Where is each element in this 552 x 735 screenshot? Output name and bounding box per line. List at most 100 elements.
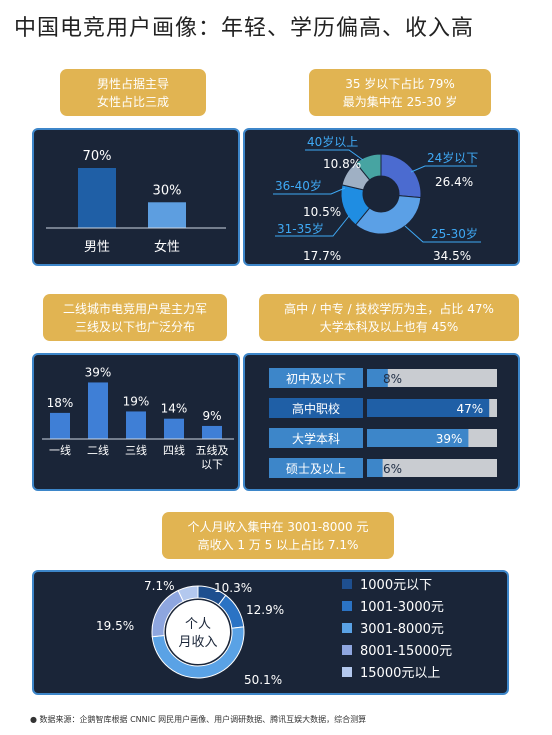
age-leader-line — [273, 187, 346, 195]
page-title: 中国电竞用户画像：年轻、学历偏高、收入高 — [14, 16, 475, 41]
city-value-label: 39% — [85, 365, 112, 379]
education-bar — [367, 429, 469, 447]
gender-category-label: 女性 — [154, 239, 180, 255]
income-legend-label: 15000元以上 — [360, 666, 440, 681]
income-legend-swatch — [342, 623, 352, 633]
city-value-label: 9% — [202, 409, 221, 423]
city-category-label: 三线 — [125, 443, 147, 457]
age-leader-line — [404, 225, 481, 243]
age-value-label: 26.4% — [435, 175, 473, 189]
education-chart: 初中及以下 8% 高中职校 47% 大学本科 39% 硕士及以上 6% — [269, 368, 497, 478]
age-category-label: 25-30岁 — [431, 226, 478, 241]
education-bar-track — [367, 459, 497, 477]
education-bar — [367, 399, 490, 417]
education-callout-line-2: 大学本科及以上也有 45% — [319, 319, 459, 334]
education-bar-track — [367, 369, 497, 387]
gender-bar — [148, 202, 186, 228]
income-legend-label: 1001-3000元 — [360, 600, 444, 615]
income-legend-swatch — [342, 601, 352, 611]
education-category-label: 硕士及以上 — [286, 462, 346, 476]
income-value-label: 19.5% — [96, 619, 134, 633]
age-slice — [354, 195, 422, 235]
city-bar — [88, 382, 108, 439]
age-panel: 24岁以下 26.4% 25-30岁 34.5% 31-35岁 17.7% 36-40岁 10… — [243, 128, 520, 266]
gender-callout-line-1: 男性占据主导 — [96, 76, 169, 91]
age-category-label: 31-35岁 — [277, 221, 324, 236]
age-category-label: 24岁以下 — [427, 150, 478, 165]
education-callout: 高中 / 中专 / 技校学历为主，占比 47% 大学本科及以上也有 45% — [259, 294, 519, 341]
city-panel: 18% 一线 39% 二线 19% 三线 14% 四线 9% 五线及 以下 — [32, 353, 240, 491]
income-center-label: 个人 — [185, 617, 211, 632]
income-legend-swatch — [342, 667, 352, 677]
age-value-label: 34.5% — [433, 249, 471, 263]
city-value-label: 19% — [123, 394, 150, 408]
income-slice — [177, 585, 199, 603]
education-category-box — [269, 458, 363, 478]
city-category-label-cont: 以下 — [201, 458, 223, 471]
city-value-label: 14% — [161, 402, 188, 416]
city-value-label: 18% — [47, 396, 74, 410]
education-value-label: 8% — [383, 372, 402, 386]
education-callout-line-1: 高中 / 中专 / 技校学历为主，占比 47% — [284, 301, 494, 316]
income-legend-label: 3001-8000元 — [360, 622, 444, 637]
gender-bar — [78, 168, 116, 228]
income-center-label: 月收入 — [178, 635, 217, 650]
education-category-box — [269, 368, 363, 388]
city-bar — [202, 425, 222, 439]
age-slice — [380, 153, 422, 199]
income-legend-label: 1000元以下 — [360, 578, 432, 593]
age-value-label: 10.8% — [323, 157, 361, 171]
age-value-label: 17.7% — [303, 249, 341, 263]
city-category-label: 四线 — [163, 443, 185, 457]
gender-category-label: 男性 — [84, 240, 110, 255]
income-value-label: 7.1% — [144, 579, 175, 593]
education-category-label: 高中职校 — [292, 401, 340, 416]
education-category-box — [269, 398, 363, 418]
city-bar — [164, 418, 184, 439]
age-slice — [355, 153, 382, 181]
city-category-label: 五线及 — [196, 443, 229, 457]
income-legend-label: 8001-15000元 — [360, 644, 452, 659]
gender-callout-line-2: 女性占比三成 — [96, 94, 169, 109]
income-value-label: 12.9% — [246, 603, 284, 617]
gender-panel: 70% 男性 30% 女性 — [32, 128, 240, 266]
age-category-label: 36-40岁 — [275, 178, 322, 193]
gender-value-label: 70% — [83, 149, 112, 164]
city-bar — [50, 412, 70, 439]
income-panel: 个人月收入 10.3% 12.9% 50.1% 19.5% 7.1% 1000元以下 1001… — [32, 570, 509, 695]
age-callout-line-1: 35 岁以下占比 79% — [345, 76, 455, 91]
income-legend-swatch — [342, 645, 352, 655]
education-category-label: 初中及以下 — [286, 371, 346, 386]
age-value-label: 10.5% — [303, 205, 341, 219]
education-bar — [367, 369, 388, 387]
city-category-label: 二线 — [87, 443, 109, 457]
income-chart: 个人月收入 10.3% 12.9% 50.1% 19.5% 7.1% 1000元以下 1001… — [96, 578, 452, 687]
age-leader-line — [305, 149, 364, 161]
income-callout-line-2: 高收入 1 万 5 以上占比 7.1% — [197, 537, 359, 552]
education-value-label: 47% — [457, 402, 484, 416]
age-callout: 35 岁以下占比 79% 最为集中在 25-30 岁 — [309, 69, 491, 116]
city-callout-line-1: 二线城市电竞用户是主力军 — [62, 301, 207, 316]
age-leader-line — [410, 165, 477, 173]
city-bar — [126, 411, 146, 439]
education-bar — [367, 459, 383, 477]
income-callout-line-1: 个人月收入集中在 3001-8000 元 — [187, 519, 369, 534]
age-leader-line — [275, 215, 350, 237]
gender-chart: 70% 男性 30% 女性 — [46, 149, 226, 255]
income-value-label: 10.3% — [214, 581, 252, 595]
footer-text: 数据来源：企鹅智库根据 CNNIC 网民用户画像、用户调研数据、腾讯互娱大数据，… — [39, 715, 367, 724]
city-category-label: 一线 — [49, 443, 71, 457]
income-callout: 个人月收入集中在 3001-8000 元 高收入 1 万 5 以上占比 7.1% — [162, 512, 394, 559]
income-value-label: 50.1% — [244, 673, 282, 687]
city-callout-line-2: 三线及以下也广泛分布 — [74, 319, 195, 334]
gender-value-label: 30% — [153, 183, 182, 198]
footer-source: ● 数据来源：企鹅智库根据 CNNIC 网民用户画像、用户调研数据、腾讯互娱大数… — [30, 715, 367, 724]
age-category-label: 40岁以上 — [307, 134, 358, 149]
gender-callout: 男性占据主导 女性占比三成 — [60, 69, 206, 116]
city-callout: 二线城市电竞用户是主力军 三线及以下也广泛分布 — [43, 294, 227, 341]
income-legend-swatch — [342, 579, 352, 589]
education-value-label: 6% — [383, 462, 402, 476]
education-value-label: 39% — [436, 432, 463, 446]
age-callout-line-2: 最为集中在 25-30 岁 — [342, 94, 458, 109]
